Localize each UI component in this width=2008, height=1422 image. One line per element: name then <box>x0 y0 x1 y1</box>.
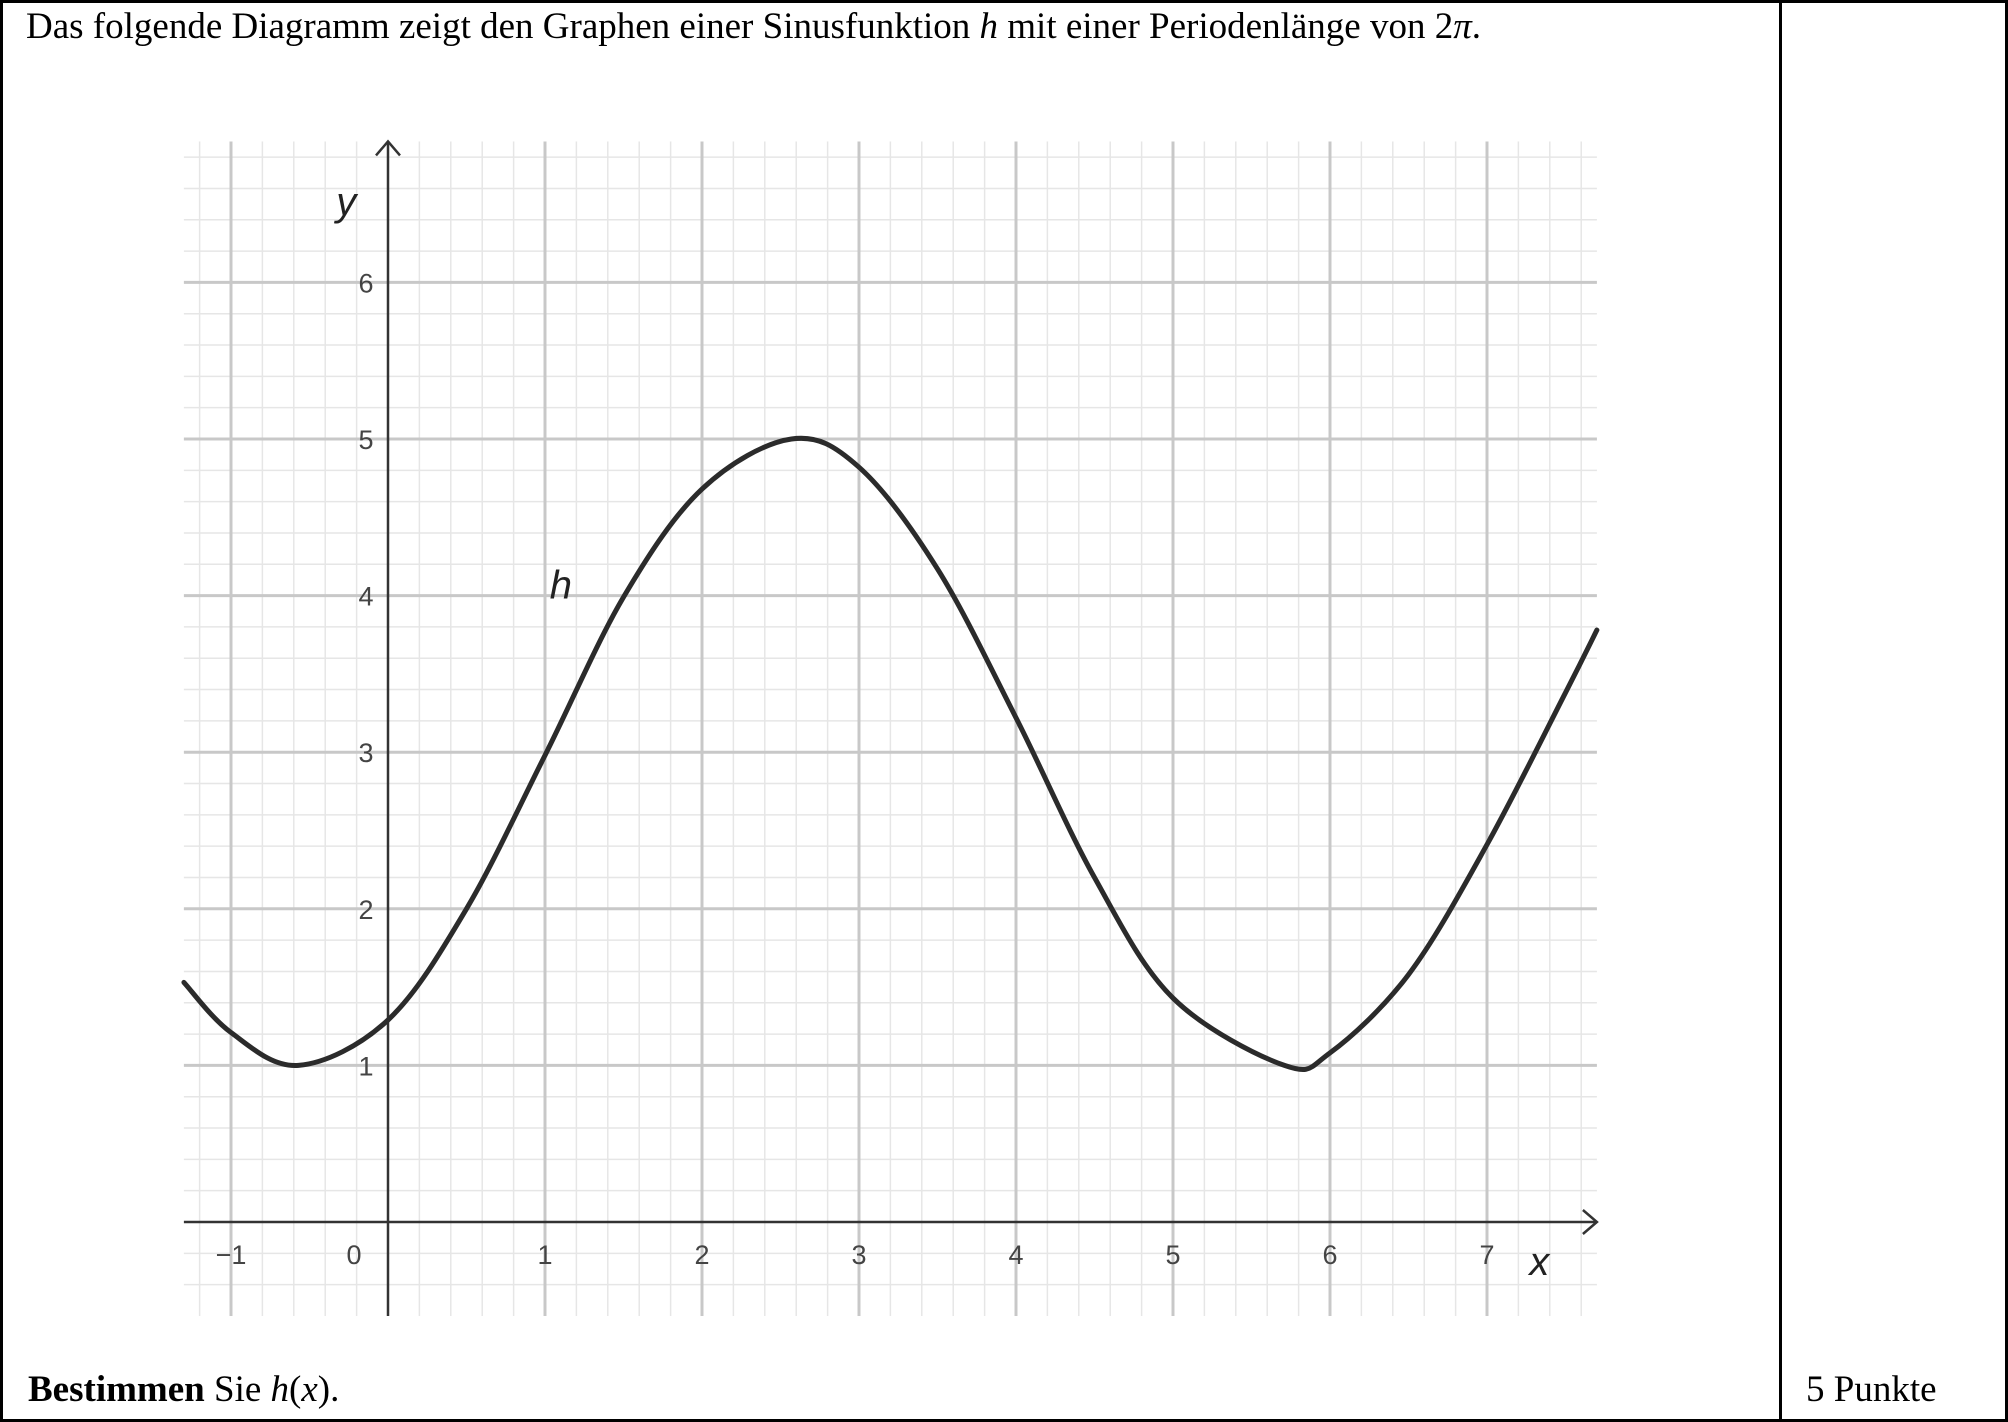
y-tick-label: 3 <box>358 738 373 768</box>
y-tick-label: 4 <box>358 582 373 612</box>
task-intro-text: Das folgende Diagramm zeigt den Graphen … <box>26 6 1481 47</box>
points-column-divider <box>1779 0 1782 1422</box>
axes <box>183 139 1599 1316</box>
instruction-verb: Bestimmen <box>28 1369 205 1410</box>
tick-labels: −1 0 1 2 3 4 5 6 7 1 2 3 4 5 6 <box>216 268 1495 1270</box>
series-line-h <box>181 435 1600 1072</box>
task-instruction: Bestimmen Sie h(x). <box>28 1369 340 1410</box>
y-axis-arrow <box>375 139 401 157</box>
curve-label-h: h <box>550 564 572 608</box>
y-tick-label: 6 <box>358 268 373 298</box>
y-tick-label: 2 <box>358 895 373 925</box>
x-axis-label: x <box>1527 1240 1551 1284</box>
x-tick-label: −1 <box>216 1240 247 1270</box>
y-tick-label: 5 <box>358 425 373 455</box>
function-name: h <box>979 6 999 47</box>
minor-grid <box>183 141 1597 1316</box>
series-layer <box>181 435 1600 1072</box>
x-tick-label: 4 <box>1008 1240 1023 1270</box>
x-tick-label: 1 <box>537 1240 552 1270</box>
x-tick-label: 2 <box>694 1240 709 1270</box>
x-axis-arrow <box>1582 1209 1599 1235</box>
x-tick-label: 5 <box>1165 1240 1180 1270</box>
major-grid <box>183 141 1597 1316</box>
x-tick-label: 0 <box>346 1240 361 1270</box>
x-tick-label: 7 <box>1479 1240 1494 1270</box>
points-label: 5 Punkte <box>1806 1369 1937 1410</box>
y-tick-label: 1 <box>358 1051 373 1081</box>
y-axis-label: y <box>333 180 359 224</box>
x-tick-label: 6 <box>1322 1240 1337 1270</box>
x-tick-label: 3 <box>851 1240 866 1270</box>
